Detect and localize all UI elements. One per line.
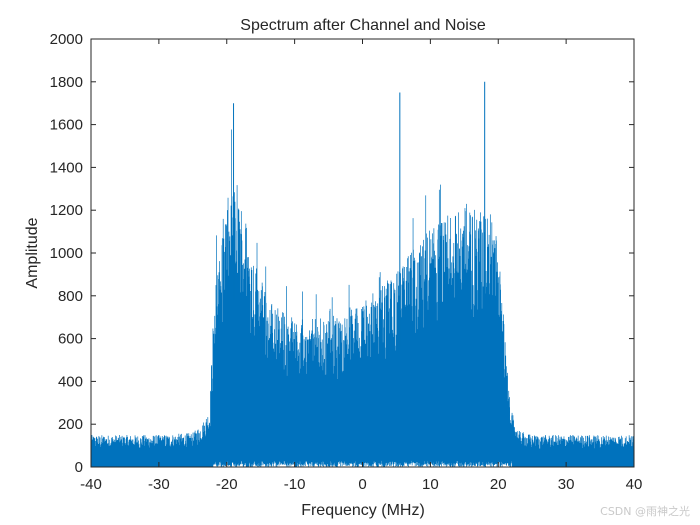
y-tick-label: 1800 <box>50 74 83 91</box>
x-tick-label: 30 <box>558 476 575 493</box>
y-tick-label: 2000 <box>50 31 83 48</box>
y-axis-label: Amplitude <box>24 217 41 288</box>
x-tick-label: 10 <box>422 476 439 493</box>
y-tick-label: 1600 <box>50 117 83 134</box>
y-tick-label: 1000 <box>50 245 83 262</box>
y-tick-label: 400 <box>58 373 83 390</box>
x-axis: -40 -30 -20 -10 0 10 20 30 40 <box>80 39 642 493</box>
x-tick-label: -10 <box>284 476 306 493</box>
x-tick-label: 20 <box>490 476 507 493</box>
x-tick-label: -20 <box>216 476 238 493</box>
y-tick-label: 1200 <box>50 202 83 219</box>
y-tick-label: 1400 <box>50 159 83 176</box>
y-tick-label: 600 <box>58 331 83 348</box>
y-tick-label: 200 <box>58 416 83 433</box>
y-tick-label: 0 <box>75 459 83 476</box>
y-tick-label: 800 <box>58 288 83 305</box>
chart-title: Spectrum after Channel and Noise <box>240 17 486 34</box>
x-tick-label: -30 <box>148 476 170 493</box>
x-tick-label: 0 <box>358 476 366 493</box>
x-tick-label: -40 <box>80 476 102 493</box>
x-tick-label: 40 <box>626 476 643 493</box>
y-axis: 0 200 400 600 800 1000 1200 1400 1600 1800 2000 <box>50 31 634 476</box>
x-axis-label: Frequency (MHz) <box>301 502 425 519</box>
